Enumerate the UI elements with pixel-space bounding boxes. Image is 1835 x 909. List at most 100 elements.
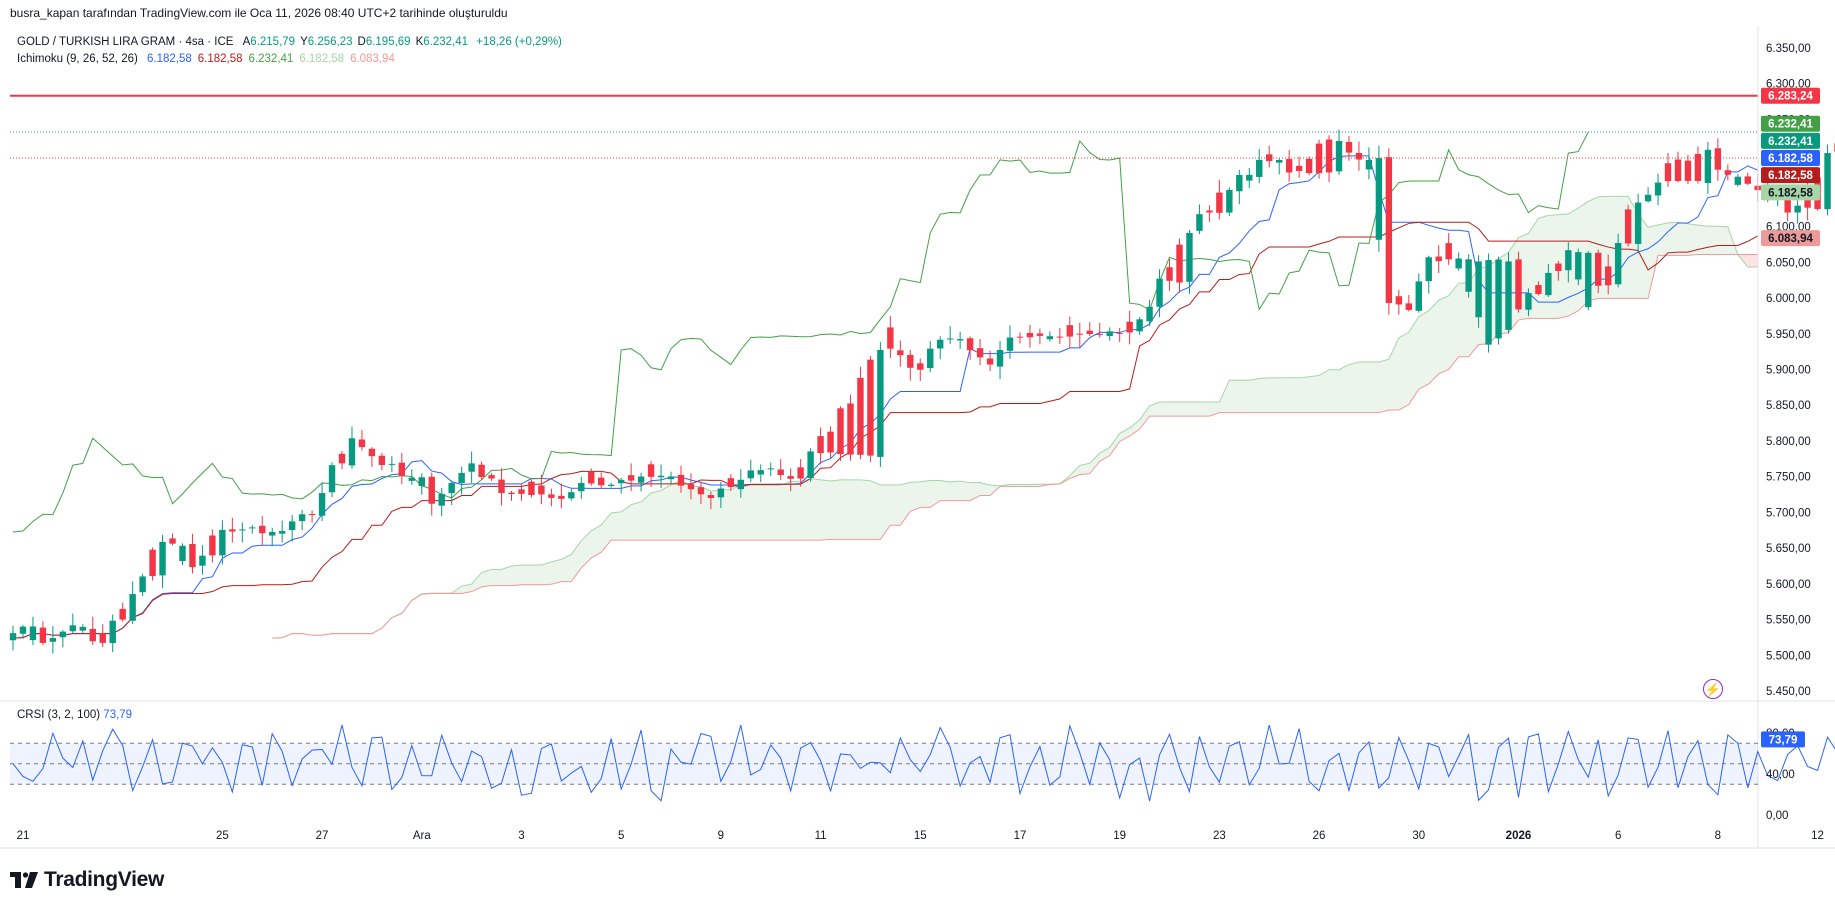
price-tick-label: 5.650,00 xyxy=(1766,543,1811,555)
candle xyxy=(917,358,924,381)
candle xyxy=(478,461,485,480)
kumo-segment xyxy=(541,561,552,585)
kijun-sen-line xyxy=(12,221,1758,639)
chart-legend: GOLD / TURKISH LIRA GRAM · 4sa · ICE A6.… xyxy=(17,34,562,68)
candle-body xyxy=(19,626,27,634)
candle xyxy=(1275,158,1283,175)
kumo-segment xyxy=(1229,380,1240,413)
price-tick-label: 5.750,00 xyxy=(1766,472,1811,484)
kumo-segment xyxy=(1169,402,1180,417)
candle-body xyxy=(298,514,306,522)
candle xyxy=(608,482,615,488)
candle xyxy=(1266,145,1273,168)
candle xyxy=(598,472,605,490)
ohlc-a: A6.215,79 xyxy=(243,36,295,48)
candle-body xyxy=(1634,202,1642,244)
candle-body xyxy=(1595,252,1602,286)
kumo-segment xyxy=(1259,377,1270,413)
candle-body xyxy=(488,475,495,479)
price-tick-label: 5.500,00 xyxy=(1766,650,1811,662)
candle-body xyxy=(1704,149,1712,184)
candle-body xyxy=(219,529,226,556)
kumo-segment xyxy=(661,484,672,541)
kumo-segment xyxy=(1668,222,1678,256)
candle-body xyxy=(1605,266,1612,286)
candle-body xyxy=(408,477,415,481)
candlestick-series[interactable] xyxy=(9,115,1835,654)
candle-body xyxy=(627,475,635,481)
candle xyxy=(49,626,57,654)
candle xyxy=(348,426,356,469)
crsi-label[interactable]: CRSI (3, 2, 100) xyxy=(17,709,101,721)
time-tick-label: 19 xyxy=(1113,830,1126,842)
kumo-segment xyxy=(930,480,941,508)
price-axis[interactable]: 6.350,006.300,006.250,006.200,006.150,00… xyxy=(1757,26,1820,848)
candle-body xyxy=(1445,243,1452,260)
crsi-legend[interactable]: CRSI (3, 2, 100) 73,79 xyxy=(17,709,132,721)
price-label-value: 6.182,58 xyxy=(1768,170,1813,182)
kumo-segment xyxy=(1458,283,1469,357)
kumo-segment xyxy=(830,479,841,540)
ohlc-values: A6.215,79 Y6.256,23 D6.195,69 K6.232,41 xyxy=(237,36,468,48)
ichimoku-label[interactable]: Ichimoku (9, 26, 52, 26) xyxy=(17,53,138,65)
candle-body xyxy=(1365,159,1373,170)
kumo-segment xyxy=(1139,405,1150,430)
candle xyxy=(1634,193,1642,254)
candle xyxy=(69,613,77,634)
candle-body xyxy=(358,439,366,448)
candle-body xyxy=(737,479,745,490)
candle-body xyxy=(428,476,435,504)
candle-body xyxy=(398,462,406,476)
candle-body xyxy=(1535,285,1542,294)
candle xyxy=(1395,289,1403,315)
time-axis[interactable]: 21 25 27 Ara 3 5 9 11 15 17 19 23 26 30 2026 6 8 12 xyxy=(0,830,1835,849)
candle-body xyxy=(528,481,535,495)
candle-body xyxy=(598,477,605,486)
kumo-segment xyxy=(511,565,522,586)
time-tick-label: 8 xyxy=(1715,830,1721,842)
candle-body xyxy=(1664,163,1672,182)
price-overlay xyxy=(10,94,1758,159)
candle-body xyxy=(1585,252,1592,308)
tradingview-logo[interactable]: TradingView xyxy=(10,868,164,892)
kumo-segment xyxy=(1159,402,1170,417)
candle-body xyxy=(1016,336,1024,338)
candle-body xyxy=(468,463,475,472)
time-tick-label: 27 xyxy=(316,830,329,842)
symbol-name[interactable]: GOLD / TURKISH LIRA GRAM · 4sa · ICE xyxy=(17,36,234,48)
candle-body xyxy=(39,627,47,643)
candle-body xyxy=(667,476,675,480)
candle-body xyxy=(209,535,216,556)
candle xyxy=(169,533,176,546)
candle-body xyxy=(657,475,665,478)
ichimoku-row[interactable]: Ichimoku (9, 26, 52, 26) 6.182,58 6.182,5… xyxy=(17,51,562,68)
candle-body xyxy=(1684,160,1692,181)
candle-body xyxy=(637,476,645,483)
candle-body xyxy=(139,576,146,593)
candle xyxy=(548,488,555,507)
candle-body xyxy=(1186,233,1193,282)
candle xyxy=(1335,129,1343,175)
candle xyxy=(1585,251,1592,311)
candle xyxy=(29,616,37,645)
candle xyxy=(1744,172,1751,186)
candle xyxy=(1126,310,1133,345)
candle xyxy=(937,336,944,360)
candle-body xyxy=(9,633,17,641)
candle xyxy=(99,624,106,648)
candle xyxy=(727,474,735,491)
symbol-row[interactable]: GOLD / TURKISH LIRA GRAM · 4sa · ICE A6.… xyxy=(17,34,562,51)
kumo-segment xyxy=(780,481,791,541)
kumo-segment xyxy=(1368,361,1379,413)
candle-body xyxy=(1674,159,1682,182)
candle xyxy=(1256,149,1263,184)
candle-body xyxy=(478,464,485,478)
kumo-segment xyxy=(631,501,642,541)
candle xyxy=(278,520,286,543)
kumo-segment xyxy=(1438,295,1449,374)
candle-body xyxy=(1076,333,1083,335)
candle xyxy=(1545,263,1552,297)
lightning-icon[interactable]: ⚡ xyxy=(1703,679,1723,699)
kumo-segment xyxy=(720,489,731,541)
